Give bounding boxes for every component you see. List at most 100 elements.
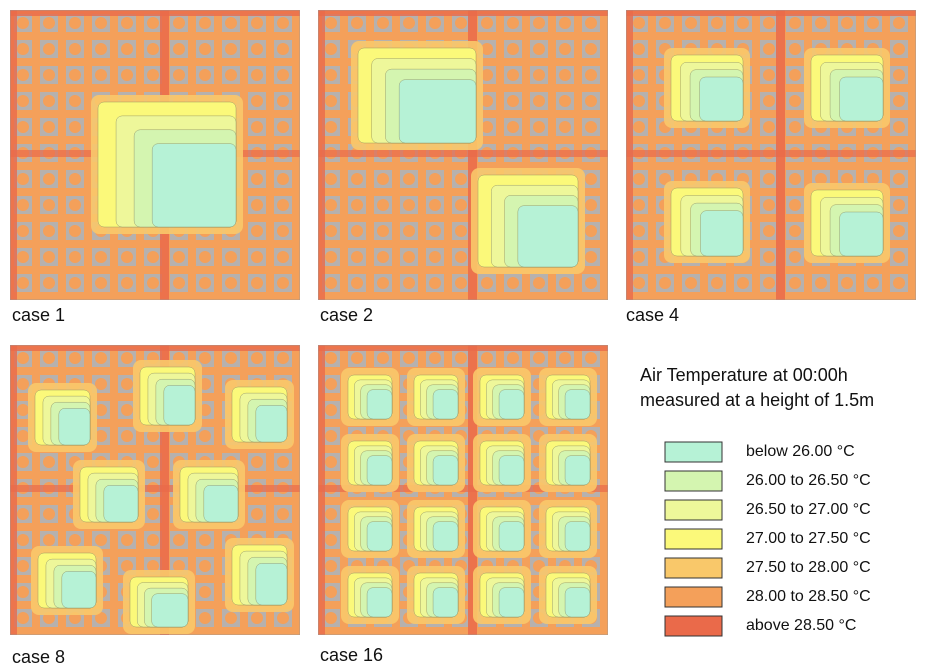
building <box>173 251 185 263</box>
building <box>95 69 107 81</box>
hot-street <box>318 10 325 300</box>
map-panel <box>10 10 300 300</box>
building <box>429 173 441 185</box>
building <box>455 17 467 29</box>
building <box>633 69 645 81</box>
building <box>69 199 81 211</box>
legend-label: 27.50 to 28.00 °C <box>746 559 871 576</box>
building <box>403 352 415 364</box>
cool-zone <box>565 390 590 419</box>
building <box>17 404 29 416</box>
building <box>69 173 81 185</box>
building <box>429 17 441 29</box>
building <box>121 404 133 416</box>
legend-label: 26.50 to 27.00 °C <box>746 501 871 518</box>
legend-title: Air Temperature at 00:00h <box>640 365 848 385</box>
building <box>633 95 645 107</box>
building <box>325 586 337 598</box>
building <box>277 173 289 185</box>
hot-street <box>318 345 325 635</box>
building <box>585 121 597 133</box>
building <box>403 199 415 211</box>
hot-street <box>10 10 17 300</box>
building <box>173 69 185 81</box>
building <box>199 612 211 624</box>
building <box>325 612 337 624</box>
panel-label: case 2 <box>320 305 373 325</box>
building <box>325 277 337 289</box>
building <box>633 225 645 237</box>
building <box>351 225 363 237</box>
building <box>763 69 775 81</box>
building <box>17 534 29 546</box>
building <box>633 251 645 263</box>
building <box>199 17 211 29</box>
building <box>69 277 81 289</box>
building <box>173 277 185 289</box>
building <box>199 560 211 572</box>
building <box>789 277 801 289</box>
building <box>789 251 801 263</box>
building <box>737 17 749 29</box>
building <box>507 43 519 55</box>
building <box>685 17 697 29</box>
building <box>17 43 29 55</box>
building <box>251 225 263 237</box>
building <box>225 69 237 81</box>
building <box>69 352 81 364</box>
cool-zone <box>433 588 458 617</box>
building <box>559 43 571 55</box>
building <box>17 199 29 211</box>
cool-zone <box>518 206 578 267</box>
building <box>251 173 263 185</box>
building <box>659 277 671 289</box>
cool-zone <box>256 563 287 605</box>
hot-street <box>318 10 608 16</box>
building <box>147 17 159 29</box>
building <box>893 225 905 237</box>
map-panel <box>626 10 916 300</box>
building <box>17 95 29 107</box>
building <box>251 17 263 29</box>
building <box>17 225 29 237</box>
building <box>585 95 597 107</box>
building <box>199 277 211 289</box>
building <box>95 534 107 546</box>
building <box>815 17 827 29</box>
building <box>325 121 337 133</box>
building <box>43 173 55 185</box>
building <box>121 534 133 546</box>
building <box>763 95 775 107</box>
building <box>225 251 237 263</box>
building <box>763 251 775 263</box>
building <box>251 352 263 364</box>
building <box>893 95 905 107</box>
cool-zone <box>433 456 458 485</box>
building <box>95 17 107 29</box>
building <box>277 251 289 263</box>
building <box>251 508 263 520</box>
building <box>43 95 55 107</box>
building <box>789 199 801 211</box>
building <box>633 199 645 211</box>
building <box>277 277 289 289</box>
building <box>377 173 389 185</box>
building <box>789 95 801 107</box>
building <box>711 17 723 29</box>
cool-zone <box>499 522 524 551</box>
building <box>17 17 29 29</box>
building <box>533 352 545 364</box>
building <box>763 277 775 289</box>
building <box>763 199 775 211</box>
building <box>17 456 29 468</box>
building <box>403 277 415 289</box>
building <box>533 43 545 55</box>
building <box>251 251 263 263</box>
legend-swatch <box>665 500 722 520</box>
building <box>43 277 55 289</box>
building <box>199 43 211 55</box>
building <box>841 17 853 29</box>
hot-street <box>318 150 608 157</box>
building <box>685 277 697 289</box>
building <box>585 199 597 211</box>
